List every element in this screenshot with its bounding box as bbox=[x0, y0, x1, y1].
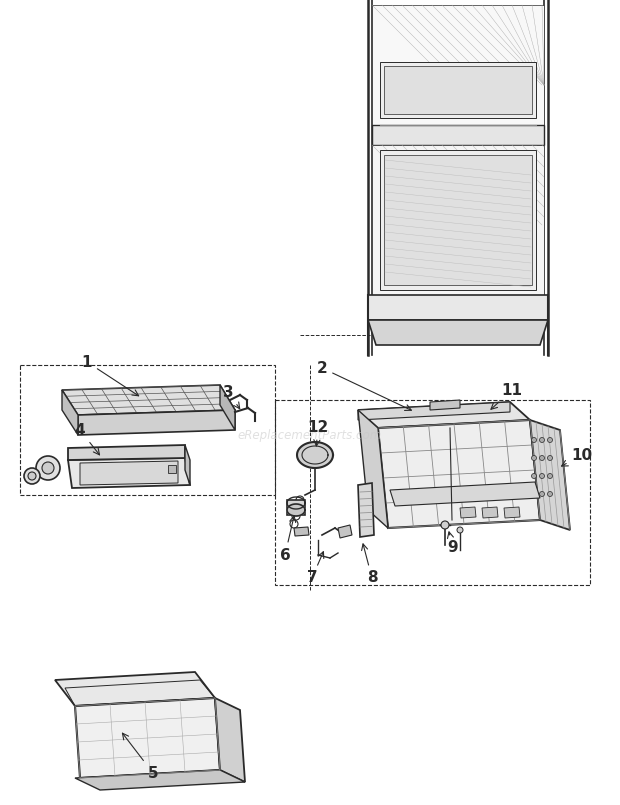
Text: 3: 3 bbox=[223, 385, 240, 409]
Polygon shape bbox=[215, 698, 245, 782]
Text: 6: 6 bbox=[280, 516, 296, 563]
Polygon shape bbox=[68, 445, 185, 460]
Polygon shape bbox=[294, 527, 309, 536]
Text: 1: 1 bbox=[82, 354, 139, 396]
Polygon shape bbox=[68, 458, 190, 488]
Circle shape bbox=[531, 473, 536, 478]
Polygon shape bbox=[380, 62, 536, 118]
Circle shape bbox=[539, 473, 544, 478]
Text: 10: 10 bbox=[562, 448, 593, 466]
Polygon shape bbox=[80, 461, 178, 485]
Polygon shape bbox=[358, 402, 510, 420]
Polygon shape bbox=[384, 66, 532, 114]
Circle shape bbox=[42, 462, 54, 474]
Circle shape bbox=[457, 527, 463, 533]
Circle shape bbox=[547, 473, 552, 478]
Bar bbox=[168, 465, 176, 473]
Text: 4: 4 bbox=[74, 423, 100, 455]
Polygon shape bbox=[78, 410, 235, 435]
Circle shape bbox=[539, 437, 544, 443]
Polygon shape bbox=[358, 410, 388, 528]
Text: 9: 9 bbox=[448, 532, 458, 555]
Circle shape bbox=[531, 456, 536, 460]
Polygon shape bbox=[384, 155, 532, 285]
Circle shape bbox=[24, 468, 40, 484]
Polygon shape bbox=[504, 507, 520, 518]
Polygon shape bbox=[372, 145, 544, 295]
Polygon shape bbox=[297, 442, 333, 468]
Polygon shape bbox=[75, 770, 245, 790]
Polygon shape bbox=[55, 672, 215, 706]
Polygon shape bbox=[62, 385, 235, 415]
Bar bbox=[275, 400, 590, 585]
Circle shape bbox=[547, 492, 552, 497]
Text: 5: 5 bbox=[122, 733, 158, 781]
Circle shape bbox=[539, 456, 544, 460]
Text: 2: 2 bbox=[317, 361, 411, 411]
Polygon shape bbox=[358, 483, 374, 537]
Polygon shape bbox=[75, 698, 220, 778]
Text: 7: 7 bbox=[307, 551, 324, 585]
Polygon shape bbox=[185, 445, 190, 485]
Polygon shape bbox=[358, 402, 530, 428]
Polygon shape bbox=[460, 507, 476, 518]
Polygon shape bbox=[530, 420, 570, 530]
Circle shape bbox=[547, 456, 552, 460]
Circle shape bbox=[531, 437, 536, 443]
Text: 8: 8 bbox=[361, 544, 378, 585]
Polygon shape bbox=[368, 320, 548, 345]
Polygon shape bbox=[287, 500, 305, 515]
Circle shape bbox=[441, 521, 449, 529]
Circle shape bbox=[547, 437, 552, 443]
Polygon shape bbox=[372, 5, 544, 125]
Polygon shape bbox=[378, 420, 540, 528]
Bar bbox=[20, 365, 275, 495]
Polygon shape bbox=[62, 390, 78, 435]
Polygon shape bbox=[482, 507, 498, 518]
Polygon shape bbox=[380, 150, 536, 290]
Polygon shape bbox=[372, 125, 544, 145]
Circle shape bbox=[36, 456, 60, 480]
Polygon shape bbox=[220, 385, 235, 430]
Polygon shape bbox=[430, 400, 460, 410]
Polygon shape bbox=[368, 295, 548, 320]
Text: eReplacementParts.com: eReplacementParts.com bbox=[238, 428, 382, 441]
Circle shape bbox=[28, 472, 36, 480]
Circle shape bbox=[539, 492, 544, 497]
Circle shape bbox=[531, 492, 536, 497]
Text: 12: 12 bbox=[308, 419, 329, 446]
Polygon shape bbox=[390, 482, 540, 506]
Text: 11: 11 bbox=[491, 382, 523, 409]
Polygon shape bbox=[287, 504, 305, 516]
Polygon shape bbox=[338, 525, 352, 538]
